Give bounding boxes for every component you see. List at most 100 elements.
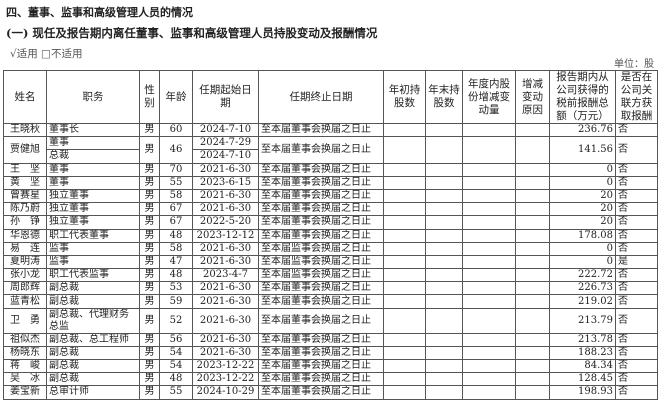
start-date-cell: 2023-6-15 xyxy=(192,175,259,190)
title-cell: 职工代表董事 xyxy=(46,228,140,243)
empty-cell xyxy=(462,332,516,347)
age-cell: 55 xyxy=(159,175,193,190)
end-date-cell: 至本届董事会换届之日止 xyxy=(258,228,384,243)
name-cell: 蓝青松 xyxy=(3,294,47,309)
empty-cell xyxy=(462,268,516,283)
start-date-cell: 2021-6-30 xyxy=(192,162,259,177)
empty-cell xyxy=(425,162,463,177)
related-party-cell: 否 xyxy=(615,136,658,164)
table-row: 王 坚董事男 70 2021-6-30 至本届董事会换届之日止 0 否 xyxy=(3,162,658,177)
empty-cell xyxy=(515,162,550,177)
empty-cell xyxy=(515,241,550,256)
age-cell: 53 xyxy=(159,281,193,296)
pay-cell: 213.79 xyxy=(549,307,616,334)
empty-cell xyxy=(515,202,550,217)
pay-cell: 198.93 xyxy=(549,385,616,400)
table-row: 贾健旭 董事男 46 2024-7-29 至本届董事会换届之日止 141.56 否 xyxy=(3,136,658,164)
age-cell: 58 xyxy=(159,241,193,256)
empty-cell xyxy=(515,188,550,204)
age-cell: 48 xyxy=(159,228,193,243)
related-party-cell: 否 xyxy=(615,215,658,230)
table-row: 陈乃蔚 独立董事男 67 2021-6-30 至本届董事会换届之日止 20 否 xyxy=(3,202,658,217)
title-cell: 董事长 xyxy=(46,122,140,138)
end-date-cell: 至本届董事会换届之日止 xyxy=(258,202,384,217)
title-cell: 独立董事 xyxy=(46,188,140,204)
start-date-cell: 2024-7-10 xyxy=(192,122,259,138)
gender-cell: 男 xyxy=(139,241,160,256)
age-cell: 60 xyxy=(159,122,193,138)
empty-cell xyxy=(425,254,463,270)
empty-cell xyxy=(515,372,550,387)
empty-cell xyxy=(462,294,516,309)
name-cell: 华恩德 xyxy=(3,228,47,243)
empty-cell xyxy=(462,228,516,243)
empty-cell xyxy=(462,345,516,361)
pay-cell: 0 xyxy=(549,162,616,177)
table-row: 孙 铮独立董事男 67 2022-5-20 至本届董事会换届之日止 20 否 xyxy=(3,215,658,230)
related-party-cell: 否 xyxy=(615,281,658,296)
gender-cell: 男 xyxy=(139,345,160,361)
empty-cell xyxy=(425,122,463,138)
gender-cell: 男 xyxy=(139,281,160,296)
age-cell: 55 xyxy=(159,385,193,400)
empty-cell xyxy=(425,188,463,204)
pay-cell: 0 xyxy=(549,254,616,270)
start-date-cell: 2023-4-7 xyxy=(192,268,259,283)
empty-cell xyxy=(515,332,550,347)
related-party-cell: 否 xyxy=(615,188,658,204)
column-header: 年初持股数 xyxy=(383,70,426,124)
empty-cell xyxy=(425,228,463,243)
name-cell: 易 连 xyxy=(3,241,47,256)
table-row: 杨晓东 副总裁男 54 2021-6-30 至本届董事会换届之日止 188.23 否 xyxy=(3,345,658,361)
table-row: 华恩德 职工代表董事男 48 2023-12-12 至本届董事会换届之日止 178.08 否 xyxy=(3,228,658,243)
empty-cell xyxy=(515,307,550,334)
gender-cell: 男 xyxy=(139,358,160,374)
column-header: 是否在公司关联方获取报酬 xyxy=(615,70,658,124)
subsection-title: (一) 现任及报告期内离任董事、监事和高级管理人员持股变动及报酬情况 xyxy=(6,26,378,40)
name-cell: 吴 冰 xyxy=(3,372,47,387)
name-cell: 黄 坚 xyxy=(3,175,47,190)
end-date-cell: 至本届董事会换届之日止 xyxy=(258,175,384,190)
name-cell: 王晓秋 xyxy=(3,122,47,138)
empty-cell xyxy=(462,202,516,217)
age-cell: 67 xyxy=(159,215,193,230)
name-cell: 曾赛星 xyxy=(3,188,47,204)
empty-cell xyxy=(425,332,463,347)
start-date-cell: 2021-6-30 xyxy=(192,241,259,256)
table-row: 张小龙 职工代表监事男 48 2023-4-7 至本届监事会换届之日止 222.72 否 xyxy=(3,268,658,283)
name-cell: 周郎辉 xyxy=(3,281,47,296)
related-party-cell: 否 xyxy=(615,175,658,190)
title-cell: 董事 xyxy=(46,175,140,190)
related-party-cell: 是 xyxy=(615,254,658,270)
gender-cell: 男 xyxy=(139,188,160,204)
pay-cell: 20 xyxy=(549,202,616,217)
gender-cell: 男 xyxy=(139,215,160,230)
related-party-cell: 否 xyxy=(615,268,658,283)
name-cell: 贾健旭 xyxy=(3,136,47,164)
empty-cell xyxy=(425,372,463,387)
end-date-cell: 至本届董事会换届之日止 xyxy=(258,215,384,230)
name-cell: 祖似杰 xyxy=(3,332,47,347)
gender-cell: 男 xyxy=(139,122,160,138)
empty-cell xyxy=(515,268,550,283)
title-cell: 副总裁 xyxy=(46,281,140,296)
title-cell: 董事 xyxy=(46,136,140,151)
empty-cell xyxy=(425,294,463,309)
empty-cell xyxy=(425,345,463,361)
start-date-cell: 2021-6-30 xyxy=(192,345,259,361)
table-row: 蓝青松 副总裁男 59 2021-6-30 至本届董事会换届之日止 219.02 否 xyxy=(3,294,658,309)
name-cell: 夏明涛 xyxy=(3,254,47,270)
name-cell: 孙 铮 xyxy=(3,215,47,230)
empty-cell xyxy=(462,372,516,387)
end-date-cell: 至本届监事会换届之日止 xyxy=(258,268,384,283)
table-header-row: 姓名 职务 性别 年龄 任期起始日期 任期终止日期 年初持股数 年末持股数 年度内股份增减变动量… xyxy=(3,70,658,124)
empty-cell xyxy=(383,122,426,138)
end-date-cell: 至本届董事会换届之日止 xyxy=(258,188,384,204)
start-date-cell: 2024-7-10 xyxy=(192,149,259,164)
start-date-cell: 2024-7-29 xyxy=(192,136,259,151)
age-cell: 48 xyxy=(159,372,193,387)
title-cell: 副总裁 xyxy=(46,372,140,387)
column-header: 增减变动原因 xyxy=(515,70,550,124)
column-header: 年度内股份增减变动量 xyxy=(462,70,516,124)
unit-label: 单位：股 xyxy=(614,59,654,70)
